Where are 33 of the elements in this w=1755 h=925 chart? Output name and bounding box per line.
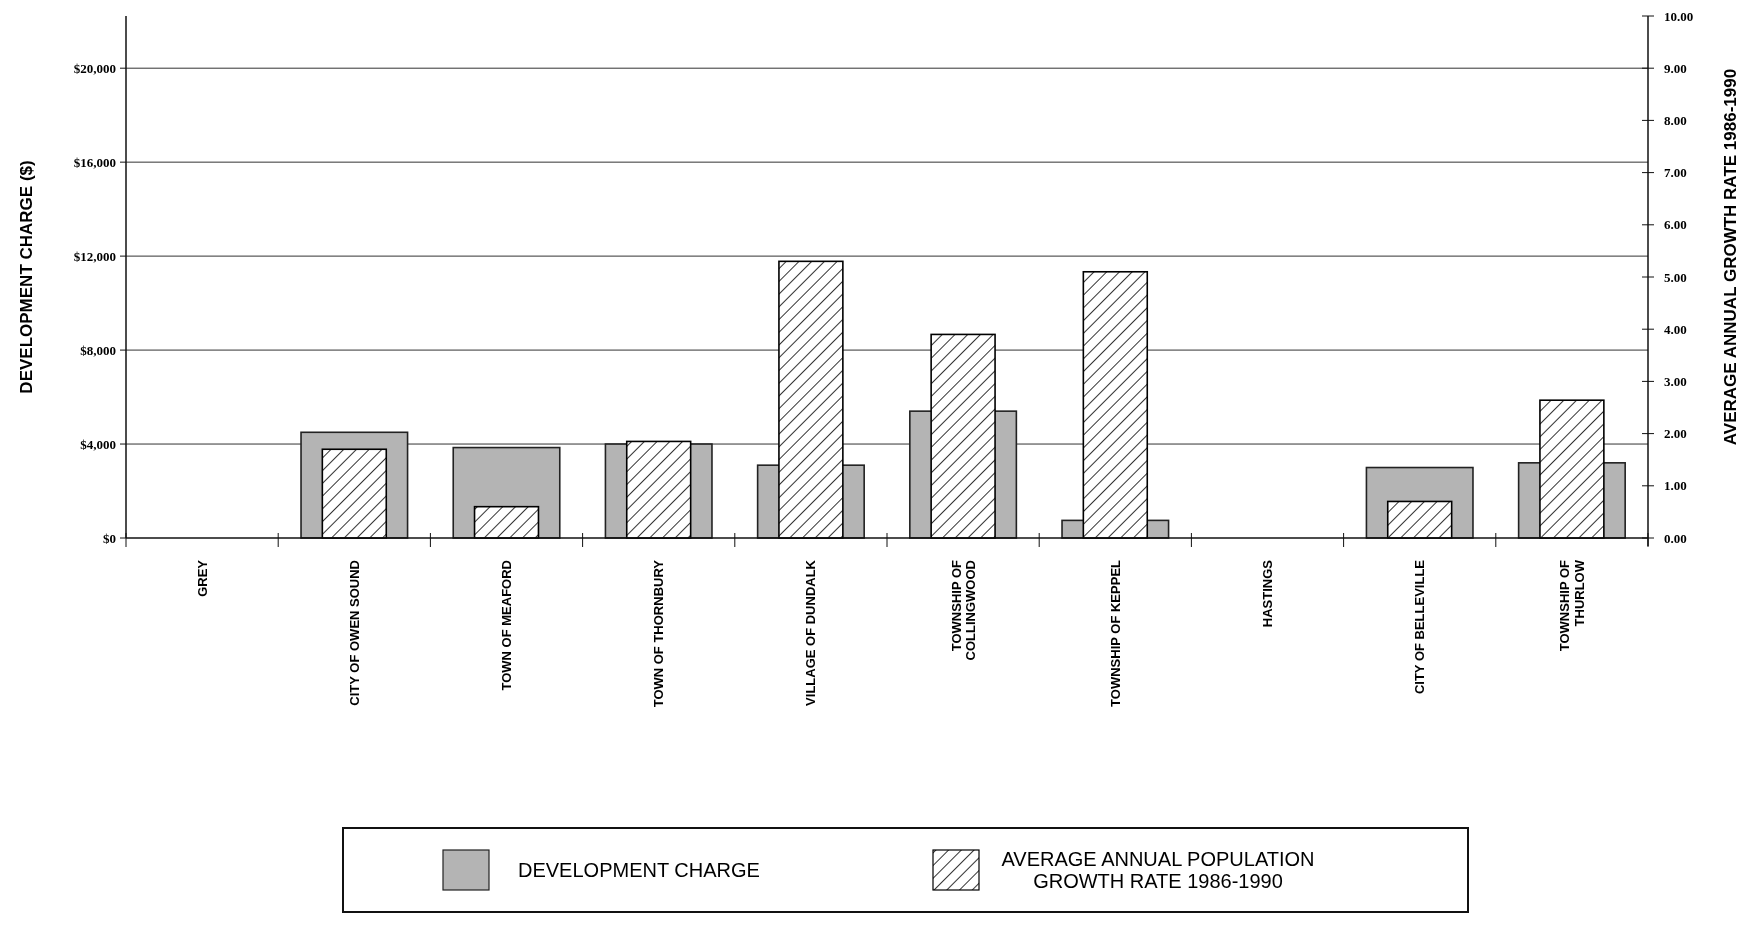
bar [1386, 500, 1453, 539]
legend-label: DEVELOPMENT CHARGE [518, 859, 760, 881]
x-tick-label: CITY OF OWEN SOUND [346, 560, 362, 706]
x-tick-label: TOWNSHIP OF THURLOW [1557, 559, 1587, 652]
x-tick-label: TOWNSHIP OF COLLINGWOOD [948, 559, 978, 661]
y2-tick-label: 5.00 [1664, 269, 1687, 285]
y-tick-label: $20,000 [73, 60, 116, 76]
x-tick-label: TOWN OF MEAFORD [499, 560, 515, 691]
x-tick-label: TOWN OF THORNBURY [651, 559, 667, 708]
y-tick-label: $16,000 [73, 154, 116, 170]
y2-tick-label: 2.00 [1664, 426, 1687, 442]
y2-tick-label: 1.00 [1664, 478, 1687, 494]
x-tick-label: HASTINGS [1260, 559, 1276, 628]
y2-tick-label: 7.00 [1664, 165, 1687, 181]
y-tick-label: $0 [103, 530, 116, 546]
legend-label: AVERAGE ANNUAL POPULATION GROWTH RATE 1986-1990 [1001, 848, 1315, 892]
y2-tick-label: 10.00 [1664, 8, 1694, 24]
x-tick-label: GREY [194, 559, 210, 597]
y-tick-label: $4,000 [80, 436, 116, 452]
y-tick-label: $12,000 [73, 248, 116, 264]
y-tick-label: $8,000 [80, 342, 116, 358]
y2-tick-label: 9.00 [1664, 60, 1687, 76]
y2-tick-label: 4.00 [1664, 321, 1687, 337]
x-tick-label: TOWNSHIP OF KEPPEL [1107, 559, 1123, 707]
y2-tick-label: 0.00 [1664, 530, 1687, 546]
bar [473, 505, 540, 539]
y2-tick-label: 8.00 [1664, 112, 1687, 128]
y2-tick-label: 3.00 [1664, 373, 1687, 389]
x-tick-label: VILLAGE OF DUNDALK [803, 559, 819, 706]
y2-tick-label: 6.00 [1664, 217, 1687, 233]
x-tick-label: CITY OF BELLEVILLE [1412, 559, 1428, 695]
y-axis-title: DEVELOPMENT CHARGE ($) [17, 160, 36, 394]
y2-axis-title: AVERAGE ANNUAL GROWTH RATE 1986-1990 [1721, 68, 1740, 446]
